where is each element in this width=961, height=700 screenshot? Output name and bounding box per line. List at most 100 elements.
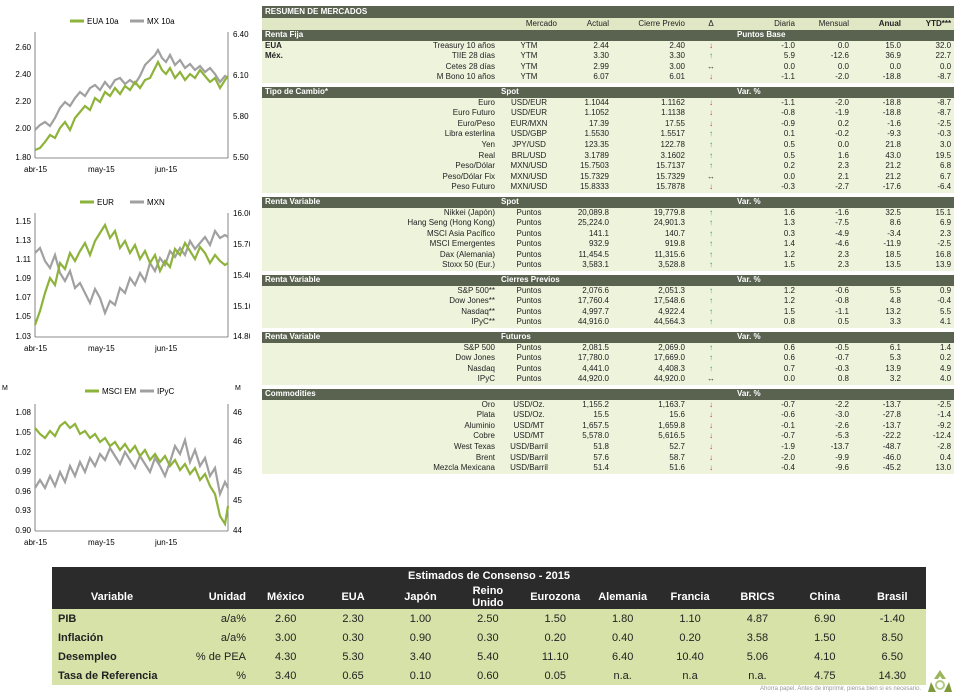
section-sub: [498, 389, 734, 400]
row-unit: Puntos: [498, 285, 560, 297]
section-name: Commodities: [262, 389, 498, 400]
row-name: Peso Futuro: [308, 182, 498, 193]
consensus-cell: 14.30: [858, 666, 926, 685]
row-unit: MXN/USD: [498, 161, 560, 172]
row-annual: -9.3: [852, 129, 904, 140]
arrow-up-icon: ↑: [688, 207, 734, 219]
row-actual: 123.35: [560, 139, 612, 151]
row-ytd: -0.3: [904, 129, 955, 140]
consensus-cell: n.a: [656, 666, 724, 685]
row-ytd: 6.7: [904, 171, 955, 183]
row-prev: 11,315.6: [612, 249, 688, 261]
row-daily: 0.1: [734, 129, 798, 140]
consensus-cell: 11.10: [521, 647, 589, 666]
arrow-up-icon: ↑: [688, 363, 734, 375]
row-name: Real: [308, 150, 498, 162]
market-row: Cobre USD/MT 5,578.0 5,616.5 ↓ -0.7 -5.3 -22.2-…: [262, 431, 955, 442]
row-monthly: -4.6: [798, 239, 852, 250]
row-daily: 5.9: [734, 51, 798, 62]
row-country: [262, 285, 308, 297]
row-ytd: 3.0: [904, 139, 955, 151]
consensus-cell: 6.90: [791, 609, 859, 628]
row-country: [262, 171, 308, 183]
row-actual: 17.39: [560, 118, 612, 130]
market-row: M Bono 10 años YTM 6.07 6.01 ↓ -1.1 -2.0 -18.8-…: [262, 72, 955, 83]
row-prev: 17,669.0: [612, 353, 688, 364]
right-tick: 46: [233, 408, 242, 417]
row-monthly: -3.0: [798, 410, 852, 421]
row-country: [262, 363, 308, 375]
consensus-title-row: Estimados de Consenso - 2015: [52, 567, 926, 585]
row-name: Euro: [308, 97, 498, 109]
consensus-row: Tasa de Referencia% 3.40 0.65 0.10 0.60 0.05 n…: [52, 666, 926, 685]
row-monthly: -9.6: [798, 463, 852, 474]
chart-fx: EUR MXN 1.15 1.13 1.11 1.09 1.07 1.05 1.…: [0, 193, 250, 363]
row-country: [262, 228, 308, 240]
section-sub: Cierres Previos: [498, 275, 734, 286]
left-tick: 1.15: [15, 217, 31, 226]
section-unit: Var. %: [734, 196, 955, 208]
consensus-cell: 2.50: [454, 609, 522, 628]
row-unit: Puntos: [498, 249, 560, 261]
row-ytd: 6.8: [904, 161, 955, 172]
row-country: [262, 150, 308, 162]
row-ytd: 0.4: [904, 452, 955, 464]
market-row: Mezcla Mexicana USD/Barril 51.4 51.6 ↓ -0.4 -9…: [262, 463, 955, 474]
legend-label-eua: EUA 10a: [87, 17, 119, 26]
series-line-ipyc: [34, 436, 229, 498]
row-unit: Puntos: [498, 260, 560, 272]
right-tick: 45: [233, 496, 242, 505]
market-row: Dow Jones** Puntos 17,760.4 17,548.6 ↑ 1.2 -0.…: [262, 296, 955, 307]
section-gap: [262, 328, 955, 333]
row-daily: 0.0: [734, 374, 798, 385]
row-prev: 5,616.5: [612, 431, 688, 442]
row-unit: USD/MT: [498, 420, 560, 432]
consensus-row: PIB a/a% 2.60 2.30 1.00 2.50 1.50 1.80 1.10 4.87 6…: [52, 609, 926, 628]
arrow-up-icon: ↑: [688, 317, 734, 329]
row-monthly: 2.3: [798, 260, 852, 272]
row-actual: 3,583.1: [560, 260, 612, 272]
left-tick: 2.00: [15, 124, 31, 133]
row-ytd: -6.4: [904, 182, 955, 193]
row-monthly: -0.7: [798, 353, 852, 364]
gap-cell: [262, 271, 955, 276]
consensus-cell: 5.30: [319, 647, 387, 666]
row-daily: 0.7: [734, 363, 798, 375]
arrow-up-icon: ↑: [688, 353, 734, 364]
market-row: MSCI Asia Pacífico Puntos 141.1 140.7 ↑ 0.3 -4…: [262, 228, 955, 240]
arrow-up-icon: ↑: [688, 139, 734, 151]
column-header: YTD***: [904, 18, 955, 30]
arrow-flat-icon: ↔: [688, 171, 734, 183]
gap-cell: [262, 328, 955, 333]
arrow-up-icon: ↑: [688, 285, 734, 297]
consensus-cell: 3.40: [386, 647, 455, 666]
section-sub: Spot: [498, 86, 734, 98]
column-header: Diaria: [734, 18, 798, 30]
arrow-up-icon: ↑: [688, 129, 734, 140]
row-monthly: -2.7: [798, 182, 852, 193]
right-tick: 44: [233, 526, 242, 535]
row-monthly: -2.0: [798, 72, 852, 83]
row-annual: 8.6: [852, 218, 904, 229]
row-unit: USD/Barril: [498, 463, 560, 474]
row-annual: 18.5: [852, 249, 904, 261]
row-daily: 1.2: [734, 249, 798, 261]
arrow-down-icon: ↓: [688, 108, 734, 119]
right-tick: 15.10: [233, 302, 250, 311]
section-header: Renta Variable Futuros Var. %: [262, 332, 955, 343]
market-row: West Texas USD/Barril 51.8 52.7 ↓ -1.9 -13.7 -4…: [262, 441, 955, 453]
row-name: M Bono 10 años: [308, 72, 498, 83]
market-row: Plata USD/Oz. 15.5 15.6 ↓ -0.6 -3.0 -27.8 -1.4: [262, 410, 955, 421]
row-unit: Puntos: [498, 353, 560, 364]
consensus-col-header: Japón: [386, 585, 455, 609]
consensus-cell: 5.40: [454, 647, 522, 666]
row-name: Euro/Peso: [308, 118, 498, 130]
row-monthly: -4.9: [798, 228, 852, 240]
consensus-cell: 2.30: [319, 609, 387, 628]
row-monthly: -0.3: [798, 363, 852, 375]
row-ytd: 15.1: [904, 207, 955, 219]
row-monthly: -2.6: [798, 420, 852, 432]
consensus-cell: n.a.: [588, 666, 657, 685]
row-ytd: 2.3: [904, 228, 955, 240]
legend-label-ipyc: IPyC: [157, 387, 175, 396]
